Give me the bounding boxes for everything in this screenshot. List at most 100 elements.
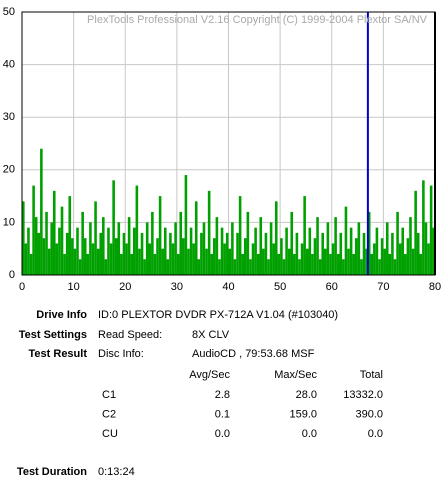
bar <box>318 259 322 275</box>
label: Test Settings <box>19 329 87 341</box>
bar <box>300 243 304 275</box>
bar <box>132 227 136 275</box>
bar <box>233 259 237 275</box>
label: Test Duration <box>17 466 87 478</box>
bar <box>362 232 366 275</box>
bar <box>182 238 185 275</box>
bar <box>236 232 239 275</box>
cell: 13332.0 <box>343 389 383 401</box>
bar <box>73 248 77 275</box>
bar <box>184 175 188 275</box>
bar <box>380 238 384 275</box>
bar <box>65 232 69 275</box>
bar <box>215 217 219 275</box>
bar <box>202 222 206 275</box>
bar <box>176 253 180 275</box>
x-tick-label: 0 <box>19 281 25 293</box>
bar <box>324 248 327 275</box>
bar <box>29 253 33 275</box>
bar <box>360 259 363 275</box>
bar <box>189 227 193 275</box>
bar <box>207 190 211 275</box>
bar <box>27 227 30 275</box>
bar <box>210 253 214 275</box>
bar <box>241 253 244 275</box>
bar <box>321 232 325 275</box>
bar <box>109 243 113 275</box>
bar <box>378 259 381 275</box>
bar <box>282 259 286 275</box>
bar <box>267 259 270 275</box>
cell: 0.1 <box>215 408 230 420</box>
bar <box>352 253 355 275</box>
bar <box>47 248 51 275</box>
bar <box>169 232 172 275</box>
y-tick-label: 30 <box>3 111 15 123</box>
label: Test Result <box>29 348 88 360</box>
x-tick-label: 20 <box>119 281 131 293</box>
bar <box>334 217 337 275</box>
y-tick-label: 10 <box>3 216 15 228</box>
bar <box>262 248 265 275</box>
bar <box>83 238 87 275</box>
bar <box>143 259 146 275</box>
bar <box>34 217 38 275</box>
bar <box>259 217 263 275</box>
bar <box>140 232 144 275</box>
bar <box>58 227 61 275</box>
bar <box>344 206 348 275</box>
bar <box>429 185 433 275</box>
bar <box>406 238 410 275</box>
y-tick-label: 50 <box>3 6 15 18</box>
bar <box>99 232 103 275</box>
y-tick-label: 20 <box>3 164 15 176</box>
bar <box>166 259 170 275</box>
bar <box>422 180 425 275</box>
bar <box>416 232 420 275</box>
bar <box>370 253 374 275</box>
cell: 390.0 <box>355 408 383 420</box>
bar <box>32 185 35 275</box>
table-header: Total <box>360 369 383 381</box>
x-tick-label: 50 <box>274 281 286 293</box>
bar <box>231 222 234 275</box>
bar <box>316 217 319 275</box>
bar <box>269 222 273 275</box>
bar <box>200 232 203 275</box>
bar <box>174 222 177 275</box>
bar <box>60 206 64 275</box>
bar <box>117 222 121 275</box>
x-tick-label: 30 <box>171 281 183 293</box>
bar <box>238 196 242 275</box>
bar <box>104 259 108 275</box>
value: ID:0 PLEXTOR DVDR PX-712A V1.04 (#103040… <box>98 309 338 321</box>
bar <box>313 238 317 275</box>
bar <box>277 253 281 275</box>
bar <box>151 211 154 275</box>
key: Read Speed: <box>98 329 162 341</box>
bar <box>187 248 190 275</box>
bar <box>274 201 278 275</box>
bar <box>280 238 283 275</box>
bar <box>153 253 157 275</box>
key: Disc Info: <box>98 348 144 360</box>
bar <box>107 227 110 275</box>
bar <box>197 259 201 275</box>
bar <box>396 211 399 275</box>
bar <box>401 227 405 275</box>
bar <box>285 227 288 275</box>
bar <box>293 253 296 275</box>
bar <box>120 253 123 275</box>
bar <box>367 211 371 275</box>
bar <box>295 232 299 275</box>
bar <box>94 201 97 275</box>
bar <box>55 243 59 275</box>
bar <box>96 248 100 275</box>
bar <box>24 243 28 275</box>
x-tick-label: 60 <box>326 281 338 293</box>
bar <box>254 227 257 275</box>
bar <box>71 238 74 275</box>
bar <box>50 222 53 275</box>
x-tick-label: 70 <box>377 281 389 293</box>
